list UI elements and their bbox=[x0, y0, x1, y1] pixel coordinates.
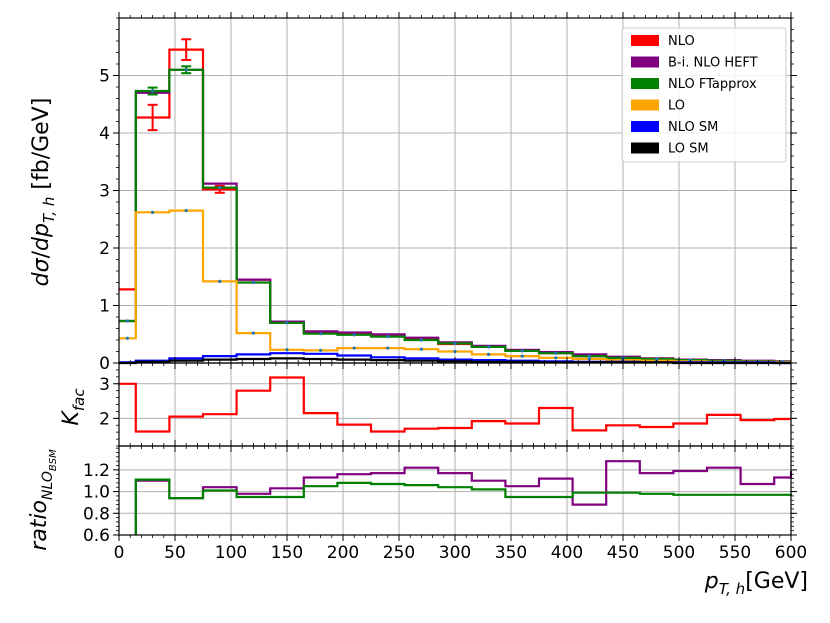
series-line-ratio-1 bbox=[134, 478, 793, 535]
legend-swatch bbox=[631, 78, 659, 89]
bin-center-marker bbox=[386, 346, 390, 350]
bin-center-marker bbox=[151, 210, 155, 214]
legend-label: B-i. NLO HEFT bbox=[668, 56, 758, 71]
bin-center-marker bbox=[587, 354, 592, 358]
bin-center-marker bbox=[453, 341, 457, 346]
bin-center-marker bbox=[184, 68, 188, 72]
bin-center-marker bbox=[151, 89, 155, 93]
x-tick-label: 150 bbox=[271, 543, 303, 563]
legend-label: LO SM bbox=[668, 142, 709, 157]
x-tick-label: 250 bbox=[383, 543, 415, 563]
x-axis-label: pT, h[GeV] bbox=[704, 569, 808, 598]
bin-center-marker bbox=[285, 348, 289, 352]
legend-swatch bbox=[631, 56, 659, 68]
legend-swatch bbox=[631, 35, 659, 46]
legend-label: NLO SM bbox=[668, 120, 718, 135]
x-tick-label: 550 bbox=[719, 543, 751, 563]
ratio-y-tick-label: 1.2 bbox=[83, 461, 110, 481]
legend: NLO B-i. NLO HEFT NLO FTapprox LO NLO SM LO S… bbox=[621, 27, 787, 163]
kfac-y-axis-label: Kfac bbox=[59, 388, 88, 426]
bin-center-marker bbox=[554, 356, 558, 360]
series-line-kfac-0 bbox=[119, 376, 791, 433]
bin-center-marker bbox=[218, 186, 222, 190]
ratio-y-tick-label: 0.6 bbox=[83, 526, 110, 546]
main-y-tick-label: 3 bbox=[99, 182, 110, 202]
bin-center-marker bbox=[218, 279, 222, 283]
tick-marks-and-labels: 0 1 2 3 4 5 2 3 0.60.81.01.2 0 50 100 150 200 250 300 35… bbox=[83, 12, 807, 563]
main-y-tick-label: 2 bbox=[99, 239, 110, 259]
bin-center-marker bbox=[125, 336, 129, 340]
bin-center-marker bbox=[487, 352, 491, 356]
bin-center-marker bbox=[184, 209, 188, 213]
x-tick-label: 350 bbox=[495, 543, 527, 563]
kfac-y-tick-label: 2 bbox=[99, 409, 110, 429]
bin-center-marker bbox=[352, 333, 356, 337]
main-y-tick-label: 4 bbox=[99, 124, 110, 144]
legend-label: NLO FTapprox bbox=[668, 77, 757, 92]
x-tick-label: 500 bbox=[663, 543, 695, 563]
legend-label: NLO bbox=[668, 34, 695, 49]
x-tick-label: 0 bbox=[114, 543, 125, 563]
ratio-y-tick-label: 1.0 bbox=[83, 483, 110, 503]
bin-center-marker bbox=[453, 349, 457, 354]
bin-center-marker bbox=[554, 351, 558, 355]
main-y-tick-label: 5 bbox=[99, 67, 110, 87]
bin-center-marker bbox=[386, 334, 390, 339]
main-y-tick-label: 0 bbox=[99, 354, 110, 374]
x-tick-label: 200 bbox=[327, 543, 359, 563]
legend-swatch bbox=[631, 121, 659, 132]
bin-center-marker bbox=[587, 357, 592, 361]
bin-center-marker bbox=[125, 319, 129, 323]
x-tick-label: 450 bbox=[607, 543, 639, 563]
bin-center-marker bbox=[352, 346, 356, 350]
legend-label: LO bbox=[668, 99, 685, 114]
x-tick-label: 400 bbox=[551, 543, 583, 563]
bin-center-marker bbox=[319, 332, 323, 336]
x-tick-label: 100 bbox=[215, 543, 247, 563]
series-line-ratio-0 bbox=[134, 460, 793, 535]
bin-center-marker bbox=[319, 348, 323, 352]
main-y-axis-label: dσ/dpT, h [fb/GeV] bbox=[29, 98, 58, 287]
ratio-y-axis-label: ratioNLOBSM bbox=[27, 449, 59, 551]
bin-center-marker bbox=[251, 331, 255, 335]
x-tick-label: 600 bbox=[775, 543, 807, 563]
bin-center-marker bbox=[520, 354, 524, 358]
ratio-y-tick-label: 0.8 bbox=[83, 504, 110, 524]
bin-center-marker bbox=[285, 321, 289, 325]
legend-swatch bbox=[631, 142, 659, 154]
x-tick-label: 50 bbox=[164, 543, 186, 563]
x-tick-label: 300 bbox=[439, 543, 471, 563]
kfac-y-tick-label: 3 bbox=[99, 375, 110, 395]
bin-center-marker bbox=[251, 280, 255, 285]
legend-swatch bbox=[631, 99, 659, 111]
bin-center-marker bbox=[520, 349, 524, 353]
bin-center-marker bbox=[419, 338, 423, 342]
bin-center-marker bbox=[419, 347, 423, 351]
bin-center-marker bbox=[487, 345, 491, 349]
main-y-tick-label: 1 bbox=[99, 297, 110, 317]
